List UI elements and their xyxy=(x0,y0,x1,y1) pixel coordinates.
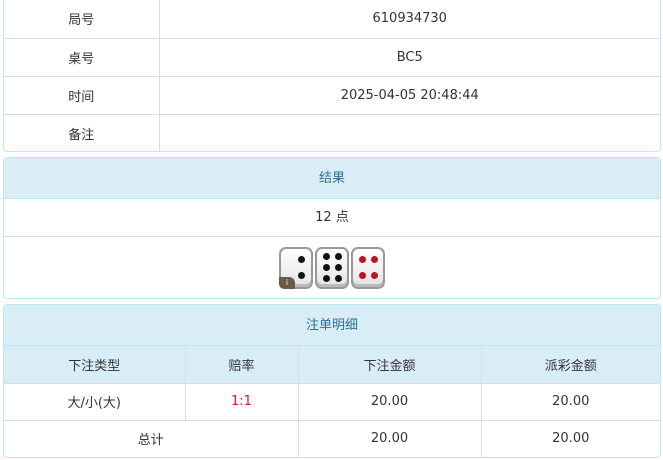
die-4 xyxy=(351,246,385,289)
die-pip xyxy=(358,255,366,263)
table-number: BC5 xyxy=(158,37,660,77)
result-points: 12 点 xyxy=(4,199,660,237)
die-pip xyxy=(297,255,305,263)
round-info-table: 局号 610934730 桌号 BC5 时间 2025-04-05 20:48:44 … xyxy=(3,0,661,152)
bet-details-title: 注单明细 xyxy=(4,305,660,346)
table-row: 大/小(大) 1:1 20.00 20.00 xyxy=(4,382,660,421)
row-time: 时间 2025-04-05 20:48:44 xyxy=(4,75,660,115)
label: 时间 xyxy=(4,75,160,115)
dice-row: i xyxy=(4,237,660,298)
die-pip xyxy=(322,264,330,271)
header-bet-type: 下注类型 xyxy=(4,346,186,384)
result-title: 结果 xyxy=(4,158,660,199)
label: 备注 xyxy=(4,113,160,151)
die-pip xyxy=(334,264,342,271)
bet-amount: 20.00 xyxy=(297,382,482,421)
die-pip xyxy=(370,255,378,263)
die-pip xyxy=(358,272,366,280)
header-payout: 派彩金额 xyxy=(480,346,660,384)
bet-type: 大/小(大) xyxy=(4,382,186,421)
label: 桌号 xyxy=(4,37,160,77)
bet-details-panel: 注单明细 下注类型 赔率 下注金额 派彩金额 大/小(大) 1:1 20.00 … xyxy=(3,304,661,458)
total-label: 总计 xyxy=(4,419,299,457)
column-headers: 下注类型 赔率 下注金额 派彩金额 xyxy=(4,346,660,384)
total-row: 总计 20.00 20.00 xyxy=(4,419,660,457)
die-pip xyxy=(370,272,378,280)
info-badge-icon[interactable]: i xyxy=(279,276,295,289)
odds: 1:1 xyxy=(184,382,299,421)
header-bet-amount: 下注金额 xyxy=(297,346,482,384)
die-pip xyxy=(322,274,330,282)
header-odds: 赔率 xyxy=(184,346,299,384)
total-payout: 20.00 xyxy=(480,419,660,457)
die-pip xyxy=(334,274,342,282)
round-number: 610934730 xyxy=(158,0,660,39)
payout: 20.00 xyxy=(480,382,660,421)
total-amount: 20.00 xyxy=(297,419,482,457)
row-remark: 备注 xyxy=(4,113,660,151)
die-pip xyxy=(334,253,342,261)
row-table-no: 桌号 BC5 xyxy=(4,37,660,77)
label: 局号 xyxy=(4,0,160,39)
die-2: i xyxy=(279,246,313,289)
die-pip xyxy=(322,253,330,261)
remark-value xyxy=(158,113,660,151)
die-pip xyxy=(297,272,305,280)
result-panel: 结果 12 点 i xyxy=(3,157,661,299)
time-value: 2025-04-05 20:48:44 xyxy=(158,75,660,115)
row-round-no: 局号 610934730 xyxy=(4,0,660,39)
die-6 xyxy=(315,246,349,289)
